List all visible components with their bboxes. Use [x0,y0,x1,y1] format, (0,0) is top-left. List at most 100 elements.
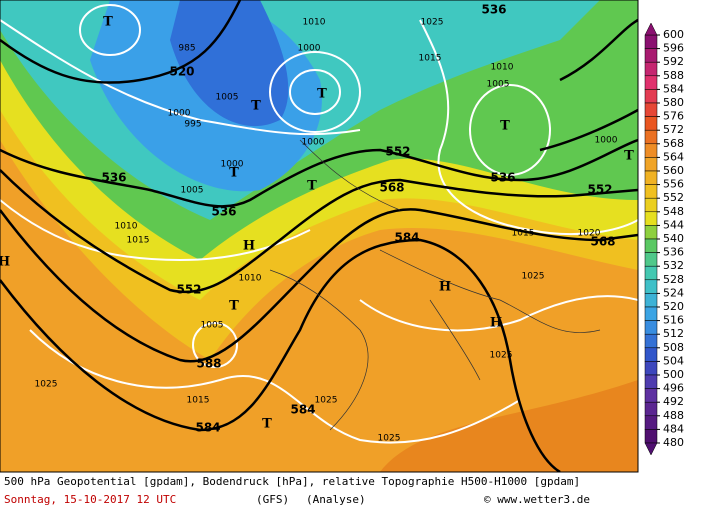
colorbar-tick-label: 504 [663,354,684,367]
contour [0,208,638,363]
coastlines [269,139,601,431]
geopotential-label: 536 [101,171,126,185]
pressure-label: 1015 [127,236,150,246]
pressure-label: 1010 [491,63,514,73]
isobar [0,199,311,262]
colorbar-tick-label: 536 [663,246,684,259]
colorbar-segment [644,197,658,213]
colorbar-segment [644,415,658,430]
pressure-center: T [229,166,239,181]
caption-line1: 500 hPa Geopotential [gpdam], Bodendruck… [4,475,580,488]
isobar [269,51,361,133]
pressure-center: H [439,280,451,295]
colorbar-segment [644,401,658,417]
colorbar-tick-label: 496 [663,382,684,395]
colorbar-segment [644,157,658,172]
colorbar-segment [644,89,658,104]
geopotential-label: 584 [394,231,419,245]
colorbar-tick-label: 484 [663,422,684,435]
colorbar-tick-label: 544 [663,218,684,231]
caption-date: Sonntag, 15-10-2017 12 UTC [4,493,176,506]
geopotential-label: 588 [196,357,221,371]
pressure-center: T [307,179,317,194]
pressure-label: 1025 [421,18,444,28]
map-field [0,0,638,472]
colorbar-segment [644,279,658,294]
pressure-label: 1005 [216,93,239,103]
caption-model: (GFS) [256,493,289,506]
colorbar-segment [644,306,658,321]
colorbar-segment [644,170,658,185]
colorbar-tick-label: 524 [663,286,684,299]
pressure-center: T [500,119,510,134]
pressure-label: 1000 [595,136,618,146]
pressure-label: 1010 [239,274,262,284]
pressure-label: 1000 [168,109,191,119]
colorbar-segment [644,374,658,389]
colorbar-tick-label: 596 [663,42,684,55]
colorbar-segment [644,238,658,253]
colorbar-tick-label: 528 [663,273,684,286]
colorbar-segment [644,333,658,349]
colorbar-segment [644,320,658,335]
geopotential-label: 568 [379,181,404,195]
field-dark-blue [170,0,289,127]
field-dark-orange [380,380,638,472]
contour [559,18,638,82]
colorbar-segment [644,225,658,240]
pressure-center: T [103,15,113,30]
colorbar-tick-label: 572 [663,123,684,136]
colorbar-bottom-arrow [644,442,658,456]
pressure-label: 1025 [490,351,513,361]
colorbar-tick-label: 588 [663,69,684,82]
pressure-center: T [262,417,272,432]
colorbar-tick-label: 548 [663,205,684,218]
colorbar-segment [644,34,658,49]
pressure-label: 1025 [315,396,338,406]
pressure-center: H [0,255,10,270]
geopotential-label: 520 [169,65,194,79]
colorbar-segment [644,143,658,158]
colorbar-tick-label: 580 [663,96,684,109]
colorbar-tick-label: 520 [663,300,684,313]
pressure-label: 1005 [487,80,510,90]
contour [539,108,638,152]
pressure-label: 1010 [115,222,138,232]
pressure-label: 1015 [512,229,535,239]
pressure-label: 985 [178,44,195,54]
colorbar-segment [644,347,658,362]
pressure-label: 1025 [522,272,545,282]
isobar [79,4,141,56]
pressure-center: H [490,316,502,331]
colorbar-segment [644,102,658,117]
colorbar-tick-label: 584 [663,82,684,95]
colorbar-tick-label: 592 [663,55,684,68]
colorbar-tick-label: 512 [663,327,684,340]
colorbar-tick-label: 516 [663,314,684,327]
pressure-label: 1000 [302,138,325,148]
colorbar-tick-label: 560 [663,164,684,177]
pressure-center: T [317,87,327,102]
pressure-center: T [229,299,239,314]
isobar [289,69,341,115]
colorbar-segment [644,116,658,131]
contour [0,169,638,294]
colorbar-tick-label: 480 [663,436,684,449]
colorbar-top-arrow [644,22,658,36]
colorbar-tick-label: 508 [663,341,684,354]
colorbar-segment [644,129,658,145]
geopotential-label: 552 [176,283,201,297]
map-frame [0,0,639,473]
contour [0,238,561,472]
geopotential-label: 536 [211,205,236,219]
pressure-center: H [243,239,255,254]
colorbar-tick-label: 500 [663,368,684,381]
geopotential-label: 552 [587,183,612,197]
colorbar-segment [644,388,658,403]
colorbar-segment [644,75,658,90]
colorbar-segment [644,211,658,226]
caption-credit: © www.wetter3.de [484,493,590,506]
contour [0,138,638,208]
pressure-label: 1005 [201,321,224,331]
isobar [0,19,361,136]
